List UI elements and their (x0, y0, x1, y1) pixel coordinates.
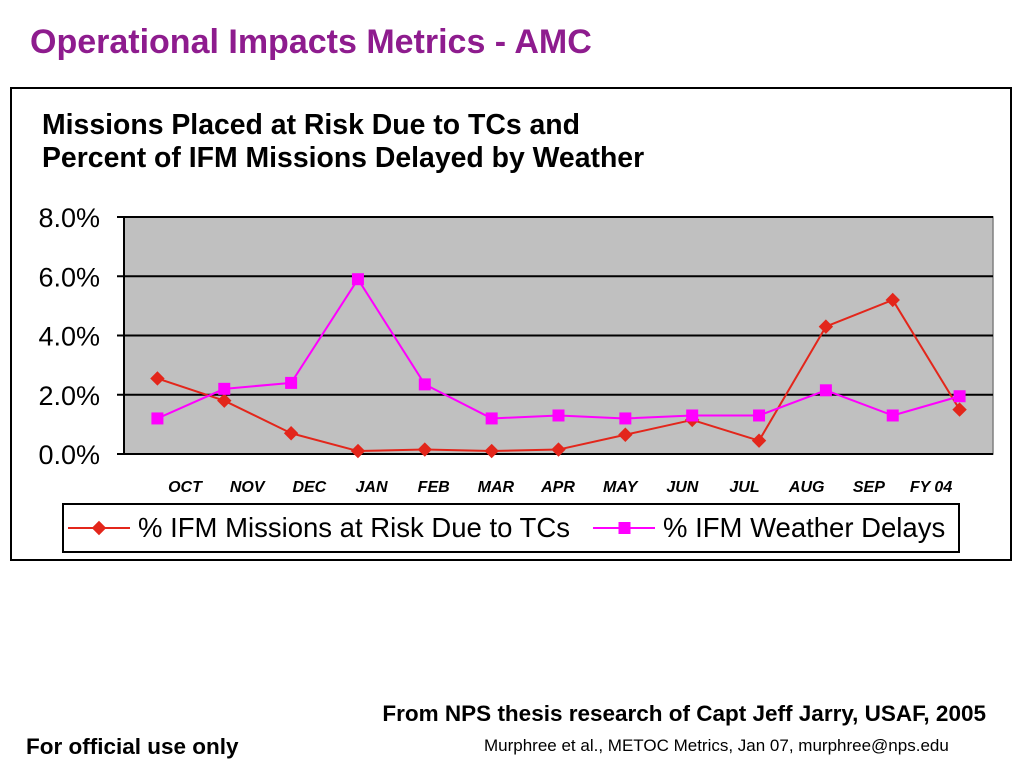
tc-risk-point (551, 442, 566, 457)
legend-diamond-marker (91, 520, 107, 536)
tc-risk-point (484, 443, 499, 459)
legend-square-icon (593, 522, 655, 534)
handling-marking: For official use only (26, 734, 239, 759)
tc-risk-point (751, 433, 767, 448)
y-tick-label: 2.0% (38, 381, 100, 411)
x-tick-label: JUN (666, 479, 698, 496)
weather-delay-point (819, 384, 832, 397)
tc-risk-point (952, 402, 967, 417)
slide-title: Operational Impacts Metrics - AMC (30, 23, 592, 61)
weather-delay-point (218, 382, 231, 395)
weather-delay-point (953, 390, 966, 403)
y-tick-label: 4.0% (38, 322, 100, 352)
x-tick-label: FEB (418, 479, 450, 496)
weather-delay-point (418, 378, 431, 391)
tc-risk-point (350, 443, 366, 459)
legend-square-marker (618, 522, 631, 534)
weather-delay-point (886, 409, 899, 422)
weather-delay-point (552, 409, 565, 422)
x-tick-label: APR (540, 479, 575, 496)
weather-delay-point (686, 409, 699, 422)
y-tick-label: 6.0% (38, 262, 100, 292)
legend-label: % IFM Weather Delays (663, 512, 946, 543)
legend-diamond-icon (68, 520, 130, 536)
x-tick-label: JUL (729, 479, 759, 496)
tc-risk-point (150, 371, 165, 386)
x-tick-label: OCT (168, 479, 203, 496)
weather-delay-point (485, 412, 498, 425)
legend-entry-tc-risk: % IFM Missions at Risk Due to TCs (68, 505, 570, 551)
footer-citation: Murphree et al., METOC Metrics, Jan 07, … (484, 736, 949, 755)
weather-delay-point (753, 409, 766, 422)
weather-delay-point (351, 273, 364, 286)
tc-risk-point (417, 442, 433, 457)
x-tick-label: AUG (788, 479, 825, 496)
x-tick-label: NOV (230, 479, 266, 496)
x-tick-label: MAR (478, 479, 515, 496)
legend-entry-weather-delays: % IFM Weather Delays (593, 505, 945, 551)
weather-delay-point (619, 412, 632, 425)
tc-risk-point (618, 427, 633, 442)
chart-frame: Missions Placed at Risk Due to TCs and P… (10, 87, 1012, 561)
tc-risk-point (283, 426, 299, 441)
tc-risk-point (217, 393, 232, 408)
chart-title: Missions Placed at Risk Due to TCs and P… (42, 109, 645, 174)
legend-label: % IFM Missions at Risk Due to TCs (138, 512, 570, 543)
x-tick-label: MAY (603, 479, 639, 496)
weather-delay-point (285, 376, 298, 389)
y-tick-label: 8.0% (38, 203, 100, 233)
chart-legend: % IFM Missions at Risk Due to TCs % IFM … (62, 503, 960, 553)
x-tick-label: DEC (292, 479, 326, 496)
tc-risk-point (818, 319, 834, 334)
line-chart: 0.0% 2.0% 4.0% 6.0% 8.0% OCT NOV DEC JAN FEB MAR AP… (38, 203, 994, 496)
x-tick-label: SEP (853, 479, 885, 496)
y-tick-label: 0.0% (38, 440, 100, 470)
source-note: From NPS thesis research of Capt Jeff Ja… (382, 701, 986, 726)
x-tick-label: JAN (356, 479, 388, 496)
x-tick-label: FY 04 (910, 479, 953, 496)
tc-risk-point (885, 292, 900, 308)
weather-delay-point (151, 412, 164, 425)
